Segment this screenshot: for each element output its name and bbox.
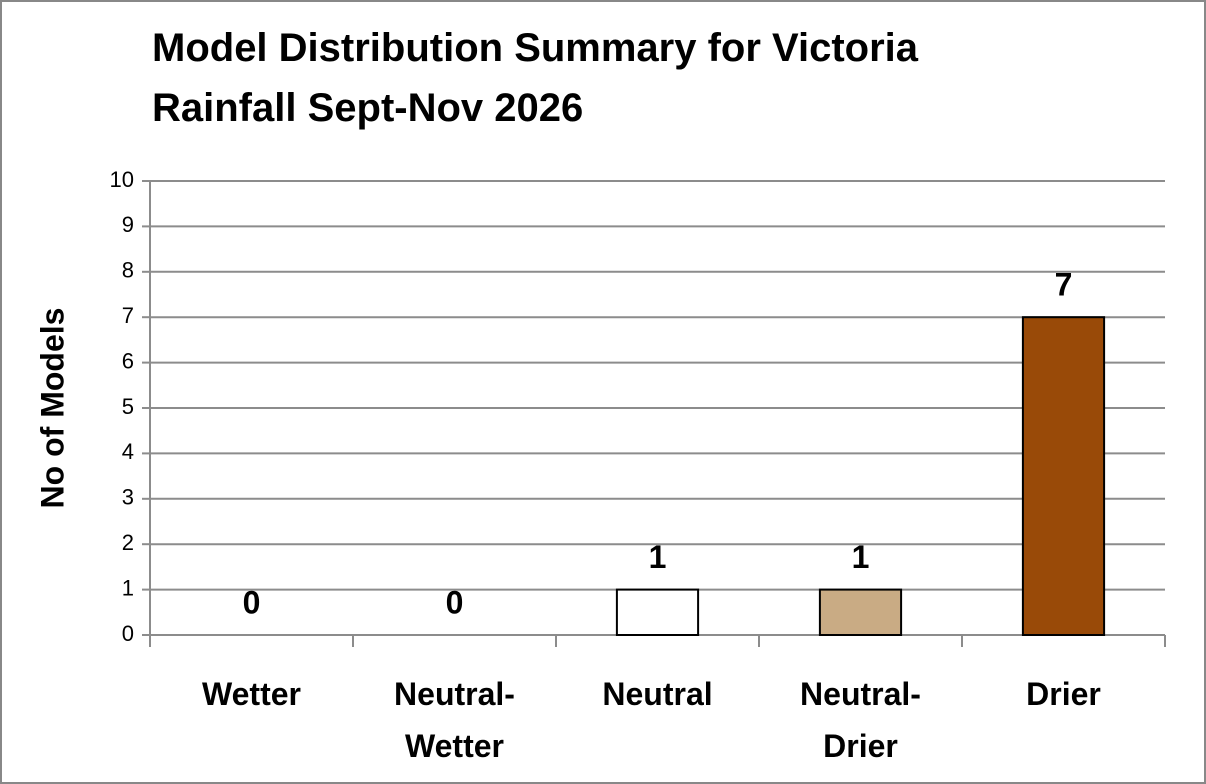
x-tick-label: Neutral-Wetter [394,676,515,764]
x-tick-label: Neutral-Drier [800,676,921,764]
data-label: 0 [243,584,261,620]
y-tick-label: 4 [122,439,134,464]
bar [1021,316,1106,636]
x-tick-label: Wetter [202,676,301,712]
x-tick-label: Drier [1026,676,1101,712]
y-tick-label: 6 [122,348,134,373]
y-tick-label: 5 [122,394,134,419]
y-tick-label: 8 [122,258,134,283]
data-label: 0 [446,584,464,620]
data-label: 1 [649,539,667,575]
y-tick-label: 1 [122,575,134,600]
y-tick-label: 7 [122,303,134,328]
data-label: 7 [1055,267,1073,303]
bar [818,588,903,636]
y-tick-label: 10 [110,167,134,192]
data-label: 1 [852,539,870,575]
y-tick-label: 0 [122,621,134,646]
y-axis-label: No of Models [34,308,70,509]
y-tick-label: 9 [122,212,134,237]
x-tick-label: Neutral [602,676,713,712]
chart-title: Model Distribution Summary for Victoria … [152,26,919,130]
y-tick-label: 2 [122,530,134,555]
y-tick-label: 3 [122,485,134,510]
bar [615,588,700,636]
